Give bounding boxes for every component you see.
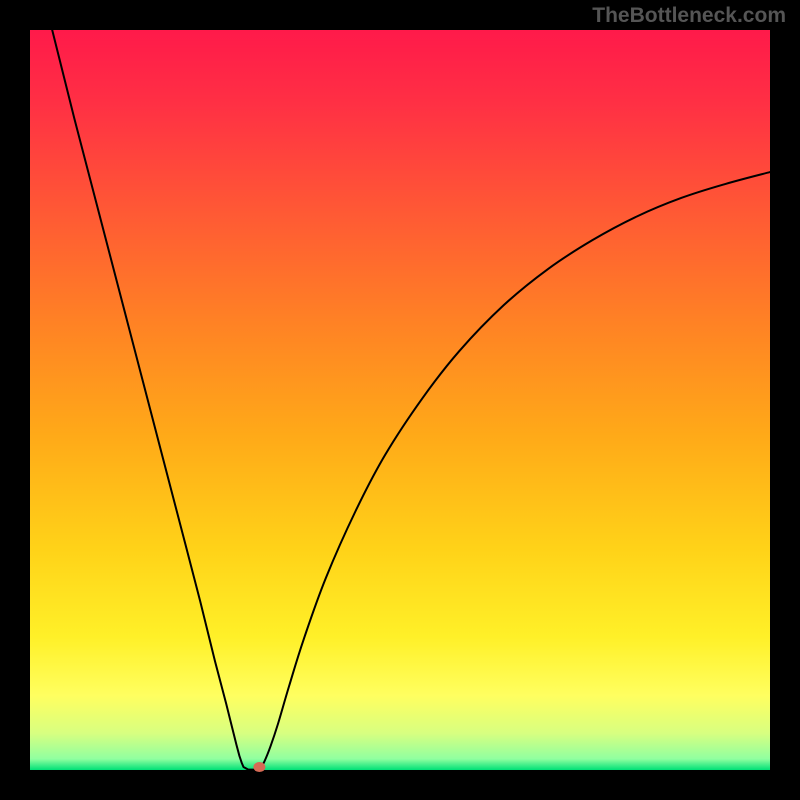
bottleneck-chart bbox=[0, 0, 800, 800]
chart-container: TheBottleneck.com bbox=[0, 0, 800, 800]
plot-background bbox=[30, 30, 770, 770]
watermark-text: TheBottleneck.com bbox=[592, 4, 786, 28]
optimum-marker bbox=[253, 762, 265, 772]
